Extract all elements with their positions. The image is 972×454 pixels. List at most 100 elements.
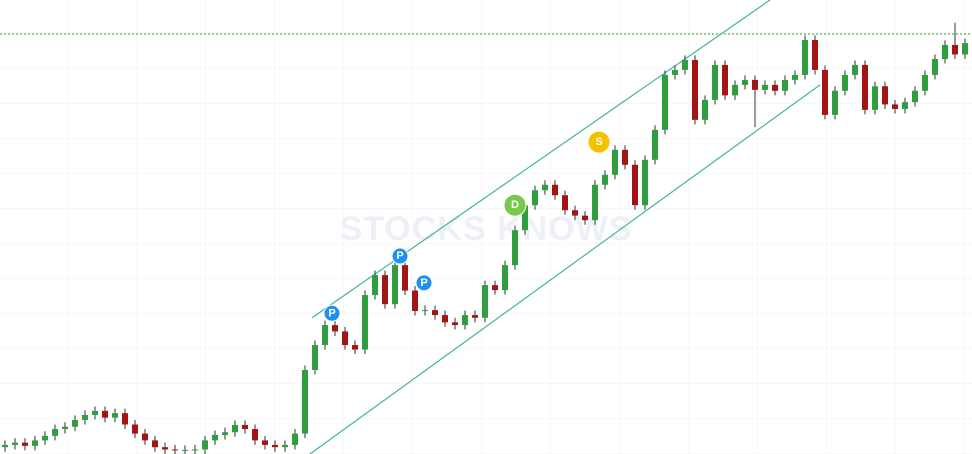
candle-body [942,44,948,60]
candle-body [742,79,748,85]
candle-body [852,64,858,75]
event-marker [587,130,611,154]
candle-body [862,64,868,110]
candle-body [532,190,538,206]
event-marker [415,274,433,292]
candle-body [582,215,588,221]
candle-body [882,86,888,105]
candle-body [512,230,518,266]
candle-body [542,184,548,191]
candle-body [652,129,658,160]
candle-body [92,410,98,415]
candle-body [12,442,18,445]
candle-body [462,315,468,326]
candle-body [472,315,478,318]
candle-body [812,39,818,70]
candle-body [212,434,218,441]
candle-body [502,265,508,291]
candle-body [522,205,528,231]
candle-body [872,86,878,110]
event-label: P [396,250,403,262]
candle-body [452,322,458,326]
event-marker [323,304,341,322]
candle-body [932,59,938,75]
candle-body [42,435,48,441]
candle-body [552,184,558,196]
candle-body [592,184,598,221]
candle-body [782,79,788,91]
candle-body [252,429,258,441]
candle-body [662,74,668,130]
candle-body [32,440,38,446]
candle-body [192,449,198,451]
candle-body [392,265,398,305]
candle-body [292,433,298,445]
candle-body [332,325,338,332]
candle-body [762,84,768,90]
candle-body [142,433,148,441]
candle-body [322,325,328,346]
candle-body [152,440,158,448]
candle-body [202,440,208,450]
candle-body [62,426,68,430]
candle-body [842,74,848,91]
candle-body [352,345,358,350]
candle-body [242,424,248,430]
candle-body [362,295,368,350]
candle-body [432,310,438,316]
candle-body [732,84,738,96]
candle-body [962,43,968,55]
candle-body [642,159,648,206]
candle-body [232,424,238,433]
candle-body [132,424,138,434]
candle-body [832,90,838,115]
candle-body [612,149,618,175]
candle-body [282,444,288,448]
candle-body [692,59,698,120]
candle-body [312,345,318,371]
candle-body [302,370,308,434]
candle-body [162,447,168,450]
candle-body [752,79,758,90]
candle-body [342,331,348,346]
candle-body [632,164,638,206]
candle-body [262,440,268,445]
candle-body [272,444,278,448]
watermark: STOCKS KNOWS [340,210,633,248]
candle-body [372,275,378,296]
candle-body [702,99,708,120]
event-label: D [511,199,519,211]
candle-body [672,69,678,75]
candle-body [2,444,8,448]
candle-body [682,59,688,70]
candle-body [822,69,828,115]
candle-body [382,275,388,305]
candle-body [182,449,188,451]
candle-body [172,449,178,451]
candle-body [922,74,928,91]
candle-body [442,315,448,323]
candle-body [802,39,808,75]
event-label: P [420,277,427,289]
candle-body [892,104,898,109]
candle-body [52,429,58,436]
candle-body [82,414,88,420]
candle-body [422,310,428,312]
candle-body [122,413,128,425]
candle-body [102,410,108,418]
candle-body [622,149,628,165]
candle-body [492,285,498,291]
event-marker [391,247,409,265]
event-label: P [328,307,335,319]
candle-body [902,102,908,109]
candle-body [792,74,798,80]
candle-body [602,174,608,185]
candle-body [112,413,118,418]
event-label: S [595,136,602,148]
event-marker [503,193,527,217]
candle-body [952,44,958,55]
candle-body [222,432,228,435]
candle-body [412,290,418,311]
